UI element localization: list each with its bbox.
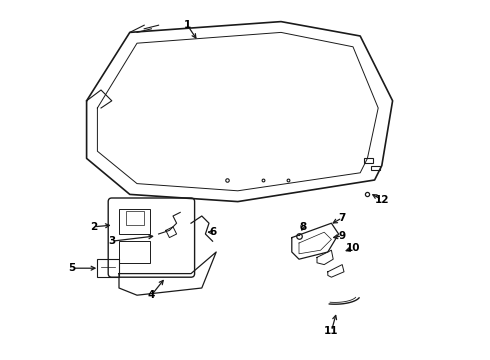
Text: 8: 8 bbox=[299, 222, 306, 232]
Bar bbox=[119, 241, 149, 263]
Text: 3: 3 bbox=[108, 236, 116, 246]
Text: 12: 12 bbox=[374, 195, 389, 205]
Bar bbox=[98, 259, 119, 277]
Text: 10: 10 bbox=[346, 243, 360, 253]
Text: 6: 6 bbox=[209, 227, 216, 237]
Text: 1: 1 bbox=[184, 20, 191, 30]
Text: 9: 9 bbox=[339, 231, 346, 241]
Text: 5: 5 bbox=[69, 263, 76, 273]
Text: 2: 2 bbox=[90, 222, 98, 232]
Bar bbox=[119, 209, 149, 234]
Bar bbox=[364, 158, 373, 163]
Text: 4: 4 bbox=[147, 290, 155, 300]
Bar bbox=[371, 166, 380, 170]
Text: 11: 11 bbox=[324, 326, 339, 336]
Bar bbox=[126, 211, 144, 225]
Text: 7: 7 bbox=[339, 213, 346, 223]
